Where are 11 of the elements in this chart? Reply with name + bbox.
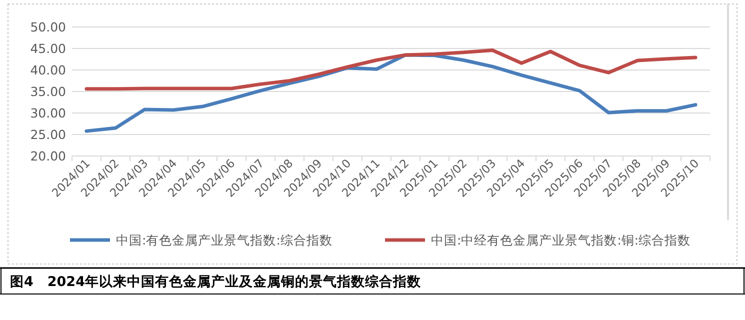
y-tick-label: 25.00	[30, 127, 66, 142]
y-tick-label: 20.00	[30, 148, 66, 164]
y-tick-label: 35.00	[30, 84, 66, 99]
y-tick-label: 50.00	[30, 20, 66, 34]
y-tick-label: 30.00	[30, 106, 66, 120]
legend-label: 中国:中经有色金属产业景气指数:铜:综合指数	[431, 232, 691, 248]
text: 图4 2024年以来中国有色金属产业及金属铜的景气指数综合指数	[10, 273, 422, 290]
legend-label: 中国:有色金属产业景气指数:综合指数	[116, 232, 332, 248]
y-tick-label: 40.00	[30, 62, 66, 78]
line-series	[84, 48, 698, 91]
y-tick-label: 45.00	[30, 41, 66, 56]
